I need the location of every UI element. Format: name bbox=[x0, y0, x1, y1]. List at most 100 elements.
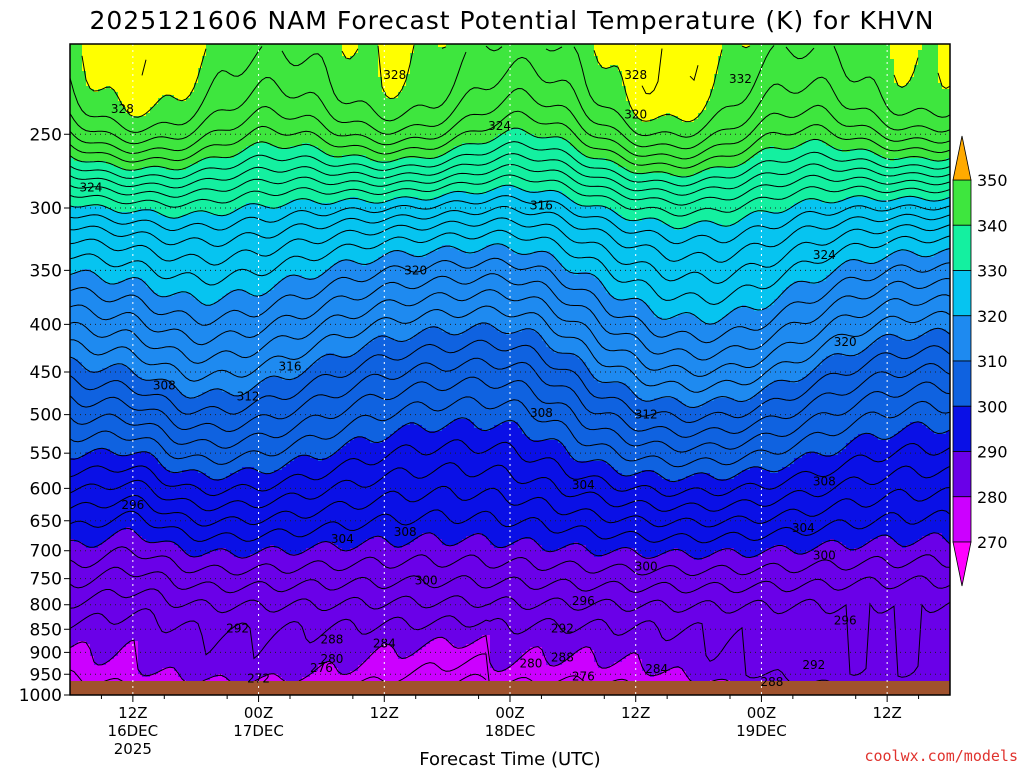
field-cell bbox=[830, 44, 835, 147]
field-cell bbox=[494, 329, 499, 426]
field-cell bbox=[838, 452, 843, 543]
field-cell bbox=[526, 191, 531, 255]
field-cell bbox=[394, 44, 399, 99]
colorbar-label: 340 bbox=[977, 216, 1008, 235]
field-cell bbox=[622, 86, 627, 168]
field-cell bbox=[358, 155, 363, 201]
field-cell bbox=[378, 536, 383, 648]
field-cell bbox=[802, 44, 807, 144]
contour-label: 328 bbox=[383, 68, 406, 82]
field-cell bbox=[270, 545, 275, 675]
field-cell bbox=[802, 455, 807, 555]
credit-text: coolwx.com/models bbox=[864, 747, 1018, 765]
field-cell bbox=[938, 200, 943, 252]
field-cell bbox=[130, 44, 135, 117]
field-cell bbox=[878, 338, 883, 441]
field-cell bbox=[430, 200, 435, 252]
field-cell bbox=[554, 137, 559, 192]
field-cell bbox=[178, 101, 183, 171]
field-cell bbox=[170, 296, 175, 384]
field-cell bbox=[626, 44, 631, 102]
field-cell bbox=[762, 551, 767, 687]
field-cell bbox=[630, 653, 635, 695]
field-cell bbox=[762, 389, 767, 471]
field-cell bbox=[126, 278, 131, 369]
field-cell bbox=[318, 359, 323, 462]
field-cell bbox=[474, 251, 479, 327]
colorbar-segment bbox=[952, 270, 972, 317]
field-cell bbox=[682, 404, 687, 480]
field-cell bbox=[222, 215, 227, 297]
field-cell bbox=[390, 98, 395, 162]
field-cell bbox=[278, 44, 283, 150]
field-cell bbox=[618, 71, 623, 168]
field-cell bbox=[310, 365, 315, 459]
field-cell bbox=[690, 224, 695, 315]
field-cell bbox=[358, 350, 363, 438]
field-cell bbox=[874, 44, 879, 156]
field-cell bbox=[694, 44, 699, 120]
field-cell bbox=[154, 104, 159, 168]
field-cell bbox=[438, 197, 443, 249]
field-cell bbox=[718, 167, 723, 225]
field-cell bbox=[450, 335, 455, 423]
field-cell bbox=[834, 269, 839, 354]
field-cell bbox=[78, 44, 83, 162]
field-cell bbox=[798, 44, 803, 147]
field-cell bbox=[814, 284, 819, 369]
field-cell bbox=[630, 221, 635, 300]
field-cell bbox=[786, 44, 791, 150]
field-cell bbox=[266, 206, 271, 294]
field-cell bbox=[202, 212, 207, 306]
contour-label: 292 bbox=[551, 621, 574, 635]
field-cell bbox=[122, 455, 127, 531]
field-cell bbox=[130, 530, 135, 642]
field-cell bbox=[246, 203, 251, 294]
field-cell bbox=[554, 353, 559, 441]
field-cell bbox=[174, 293, 179, 390]
field-cell bbox=[142, 167, 147, 210]
field-cell bbox=[110, 164, 115, 210]
field-cell bbox=[354, 53, 359, 156]
field-cell bbox=[798, 380, 803, 459]
field-cell bbox=[334, 545, 339, 669]
field-cell bbox=[630, 110, 635, 174]
field-cell bbox=[462, 143, 467, 192]
field-cell bbox=[770, 44, 775, 147]
field-cell bbox=[206, 305, 211, 393]
field-cell bbox=[90, 656, 95, 695]
field-cell bbox=[394, 197, 399, 252]
field-cell bbox=[86, 644, 91, 695]
field-cell bbox=[542, 44, 547, 138]
field-cell bbox=[730, 311, 735, 399]
field-cell bbox=[882, 335, 887, 441]
field-cell bbox=[522, 131, 527, 192]
field-cell bbox=[478, 194, 483, 252]
field-cell bbox=[578, 272, 583, 360]
field-cell bbox=[602, 44, 607, 69]
field-cell bbox=[814, 200, 819, 285]
field-cell bbox=[890, 161, 895, 201]
field-cell bbox=[622, 659, 627, 695]
contour-line bbox=[70, 305, 950, 393]
field-cell bbox=[686, 314, 691, 408]
field-cell bbox=[786, 149, 791, 210]
field-cell bbox=[342, 446, 347, 552]
field-cell bbox=[386, 200, 391, 255]
contour-label: 296 bbox=[834, 614, 857, 628]
field-cell bbox=[886, 536, 891, 695]
field-cell bbox=[894, 44, 899, 84]
field-cell bbox=[730, 398, 735, 480]
field-cell bbox=[250, 203, 255, 297]
field-cell bbox=[706, 101, 711, 171]
colorbar-segment bbox=[952, 224, 972, 271]
field-cell bbox=[594, 662, 599, 695]
field-cell bbox=[630, 173, 635, 222]
field-cell bbox=[918, 50, 923, 159]
field-cell bbox=[406, 158, 411, 198]
field-cell bbox=[870, 434, 875, 540]
field-cell bbox=[894, 158, 899, 201]
field-cell bbox=[666, 113, 671, 174]
field-cell bbox=[170, 542, 175, 669]
